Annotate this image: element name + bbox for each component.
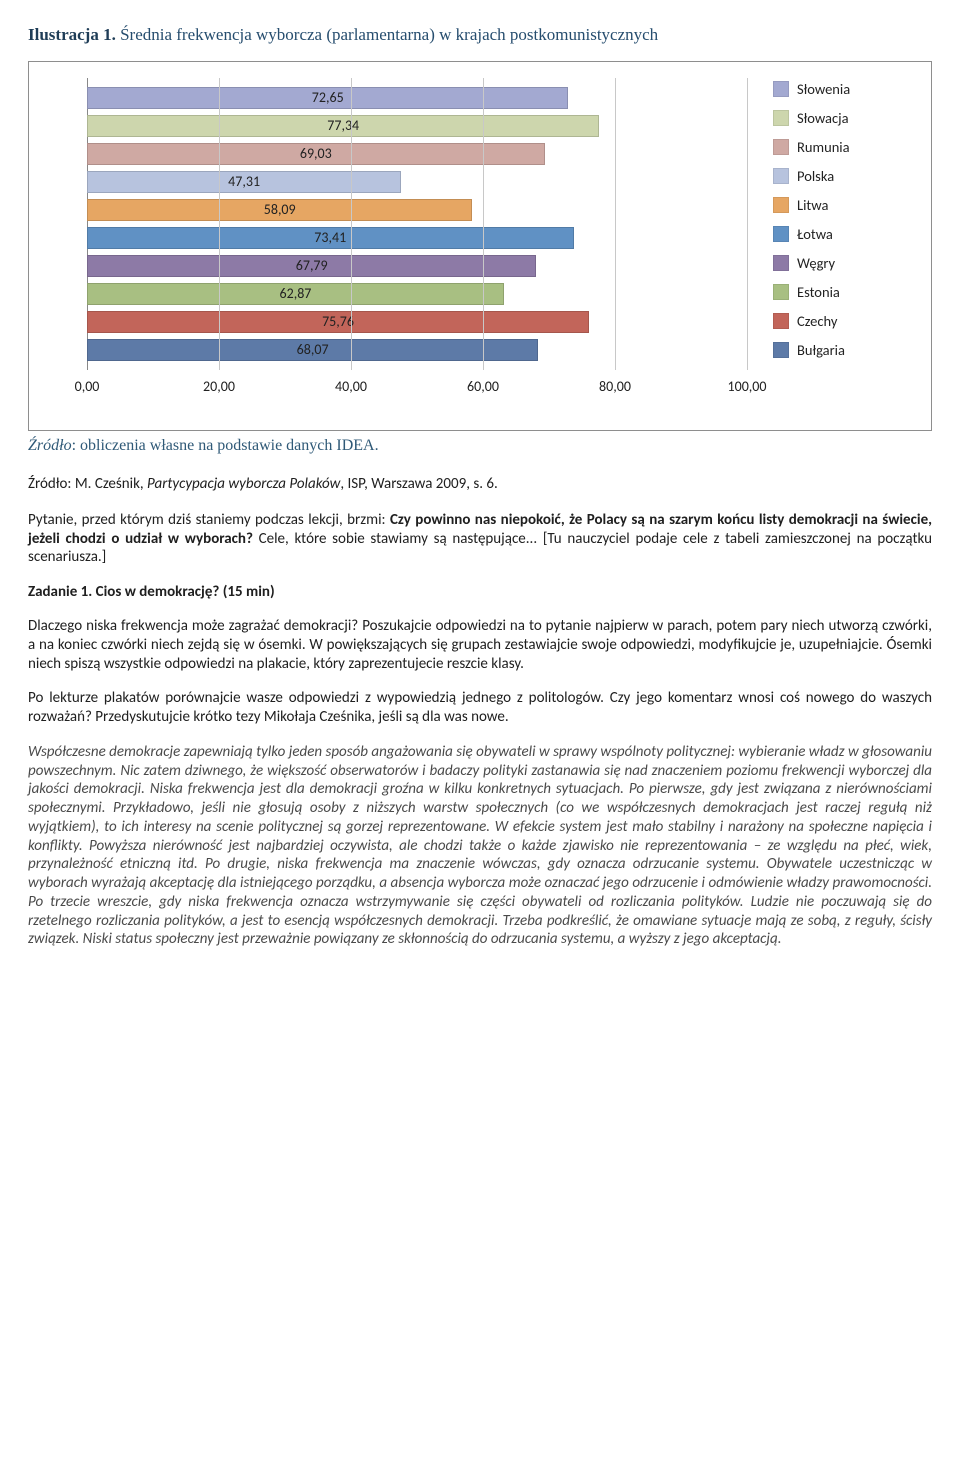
citation-prefix: Źródło: M. Cześnik, (28, 475, 147, 493)
grid-line (747, 78, 748, 370)
legend-swatch (773, 284, 789, 300)
bar: 73,41 (87, 227, 574, 249)
legend-item: Bułgaria (773, 341, 913, 359)
legend-item: Estonia (773, 283, 913, 301)
task-paragraph-2: Po lekturze plakatów porównajcie wasze o… (28, 689, 932, 727)
legend-label: Słowenia (797, 80, 850, 98)
legend-label: Estonia (797, 283, 840, 301)
legend-label: Rumunia (797, 138, 850, 156)
legend-item: Łotwa (773, 225, 913, 243)
legend-label: Bułgaria (797, 341, 845, 359)
legend-item: Rumunia (773, 138, 913, 156)
legend-item: Czechy (773, 312, 913, 330)
x-axis-tick: 20,00 (203, 378, 235, 395)
legend-item: Węgry (773, 254, 913, 272)
x-axis-tick: 0,00 (75, 378, 100, 395)
legend-item: Litwa (773, 196, 913, 214)
chart-source-note: Źródło: obliczenia własne na podstawie d… (28, 437, 932, 455)
legend-label: Węgry (797, 254, 835, 272)
bars-container: 72,65 77,34 69,03 47,31 58,09 73,41 67,79 62,87… (87, 84, 747, 364)
legend-swatch (773, 139, 789, 155)
quote-block: Współczesne demokracje zapewniają tylko … (28, 743, 932, 949)
legend-swatch (773, 226, 789, 242)
bar: 75,76 (87, 311, 589, 333)
bar: 47,31 (87, 171, 401, 193)
legend-swatch (773, 110, 789, 126)
legend-swatch (773, 197, 789, 213)
bar-row: 67,79 (87, 253, 747, 279)
chart-legend: Słowenia Słowacja Rumunia Polska Litwa Łotwa W… (773, 78, 913, 398)
legend-label: Czechy (797, 312, 837, 330)
bar: 67,79 (87, 255, 536, 277)
chart-source-label: Źródło (28, 437, 72, 454)
grid-line (351, 78, 352, 370)
bar-row: 72,65 (87, 85, 747, 111)
bar: 72,65 (87, 87, 568, 109)
legend-swatch (773, 342, 789, 358)
figure-caption-rest: Średnia frekwencja wyborcza (parlamentar… (116, 25, 658, 44)
legend-swatch (773, 313, 789, 329)
legend-swatch (773, 81, 789, 97)
chart-container: 72,65 77,34 69,03 47,31 58,09 73,41 67,79 62,87… (28, 61, 932, 431)
x-axis-tick: 60,00 (467, 378, 499, 395)
legend-label: Litwa (797, 196, 828, 214)
grid-line (219, 78, 220, 370)
bar-row: 73,41 (87, 225, 747, 251)
chart-source-text: : obliczenia własne na podstawie danych … (72, 437, 379, 454)
question-paragraph: Pytanie, przed którym dziś staniemy podc… (28, 511, 932, 567)
grid-line (615, 78, 616, 370)
bar: 68,07 (87, 339, 538, 361)
citation-title: Partycypacja wyborcza Polaków (147, 475, 340, 493)
x-axis-tick: 100,00 (728, 378, 767, 395)
bar-row: 69,03 (87, 141, 747, 167)
legend-swatch (773, 168, 789, 184)
bar-row: 75,76 (87, 309, 747, 335)
task-heading: Zadanie 1. Cios w demokrację? (15 min) (28, 583, 932, 601)
bar-row: 47,31 (87, 169, 747, 195)
x-axis-tick: 40,00 (335, 378, 367, 395)
x-axis-tick: 80,00 (599, 378, 631, 395)
chart-plot-area: 72,65 77,34 69,03 47,31 58,09 73,41 67,79 62,87… (47, 78, 755, 398)
bar: 58,09 (87, 199, 472, 221)
legend-label: Polska (797, 167, 834, 185)
bar: 77,34 (87, 115, 599, 137)
chart-plot-inner: 72,65 77,34 69,03 47,31 58,09 73,41 67,79 62,87… (87, 78, 747, 370)
bar-row: 77,34 (87, 113, 747, 139)
citation-suffix: , ISP, Warszawa 2009, s. 6. (340, 475, 497, 493)
citation-line: Źródło: M. Cześnik, Partycypacja wyborcz… (28, 475, 932, 493)
bar: 62,87 (87, 283, 504, 305)
legend-swatch (773, 255, 789, 271)
legend-label: Łotwa (797, 225, 833, 243)
figure-caption: Ilustracja 1. Średnia frekwencja wyborcz… (28, 24, 932, 47)
legend-label: Słowacja (797, 109, 849, 127)
legend-item: Słowenia (773, 80, 913, 98)
legend-item: Słowacja (773, 109, 913, 127)
bar-row: 58,09 (87, 197, 747, 223)
task-paragraph-1: Dlaczego niska frekwencja może zagrażać … (28, 617, 932, 673)
question-intro: Pytanie, przed którym dziś staniemy podc… (28, 511, 390, 529)
grid-line (483, 78, 484, 370)
x-axis: 0,0020,0040,0060,0080,00100,00 (87, 374, 747, 398)
legend-item: Polska (773, 167, 913, 185)
figure-caption-lead: Ilustracja 1. (28, 25, 116, 44)
bar-row: 62,87 (87, 281, 747, 307)
bar-row: 68,07 (87, 337, 747, 363)
bar: 69,03 (87, 143, 545, 165)
